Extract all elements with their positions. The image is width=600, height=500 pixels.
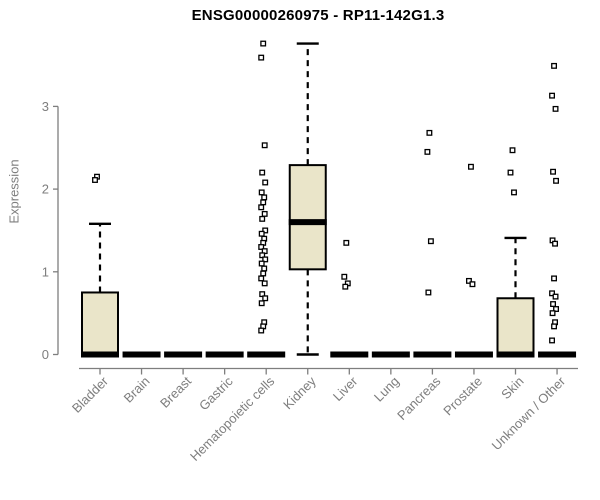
outlier-point [258, 230, 265, 237]
outlier-point [426, 129, 433, 136]
outlier-point [258, 300, 265, 307]
outlier-point [258, 244, 265, 250]
x-tick-label: Breast [157, 373, 194, 410]
outlier-point [551, 323, 557, 330]
outlier-point [549, 290, 555, 297]
outlier-point [258, 275, 265, 282]
outlier-point [259, 291, 266, 298]
outlier-point [549, 310, 556, 317]
outlier-point [258, 327, 265, 334]
outlier-point [262, 295, 269, 302]
y-tick-label: 3 [42, 99, 49, 114]
outlier-point [258, 189, 265, 196]
outlier-point [342, 283, 349, 290]
x-tick-label: Skin [498, 374, 526, 402]
x-tick-label: Lung [371, 374, 402, 405]
box-Kidney [288, 164, 327, 271]
y-tick-label: 2 [42, 182, 49, 197]
outlier-point [341, 273, 348, 280]
outlier-point [552, 293, 559, 300]
outlier-point [553, 177, 559, 184]
outlier-point [467, 163, 474, 170]
outlier-point [343, 239, 350, 246]
box-Bladder [81, 291, 119, 356]
outlier-point [259, 169, 266, 176]
x-tick-label: Unknown / Other [489, 373, 569, 453]
outlier-point [261, 142, 268, 149]
x-tick-label: Brain [121, 374, 153, 406]
outlier-point [552, 240, 558, 247]
outlier-point [552, 105, 559, 112]
x-tick-label: Bladder [69, 373, 112, 416]
box-Skin [496, 297, 535, 356]
y-tick-label: 0 [42, 347, 49, 362]
outlier-point [553, 306, 559, 312]
outlier-point [261, 210, 268, 217]
outlier-point [550, 168, 556, 175]
outlier-point [259, 252, 266, 259]
outlier-point [258, 54, 265, 61]
outlier-point [262, 179, 269, 186]
outlier-point [427, 238, 434, 245]
outlier-point [262, 227, 269, 234]
outlier-point [260, 270, 267, 277]
outlier-point [424, 148, 431, 155]
outlier-point [259, 215, 266, 222]
x-tick-label: Pancreas [394, 373, 444, 423]
outlier-point [261, 194, 268, 201]
outlier-point [258, 260, 265, 267]
x-tick-label: Prostate [440, 374, 485, 419]
outlier-point [465, 277, 472, 284]
outlier-point [511, 189, 517, 196]
x-tick-label: Kidney [280, 373, 319, 412]
outlier-point [262, 256, 269, 263]
outlier-point [261, 265, 268, 272]
outlier-point [509, 147, 516, 154]
outlier-point [258, 204, 265, 211]
outlier-point [92, 177, 98, 183]
outlier-point [549, 92, 555, 99]
outlier-point [261, 280, 268, 287]
x-tick-label: Liver [330, 373, 361, 404]
outlier-point [260, 199, 267, 206]
outlier-point [507, 169, 514, 176]
outlier-point [551, 275, 557, 282]
outlier-point [469, 281, 476, 288]
outlier-point [549, 337, 555, 344]
chart-title: ENSG00000260975 - RP11-142G1.3 [191, 7, 445, 24]
outlier-point [260, 40, 267, 47]
y-tick-label: 1 [42, 264, 49, 279]
outlier-point [425, 289, 432, 296]
outlier-point [551, 62, 557, 69]
x-tick-label: Gastric [196, 373, 236, 413]
outlier-point [550, 301, 556, 308]
